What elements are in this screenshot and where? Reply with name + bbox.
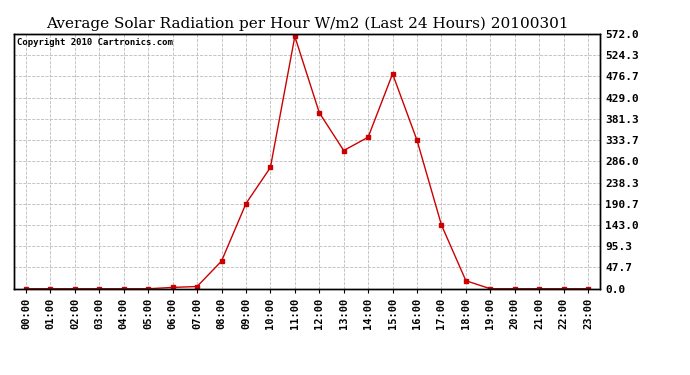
Text: Copyright 2010 Cartronics.com: Copyright 2010 Cartronics.com [17,38,172,46]
Title: Average Solar Radiation per Hour W/m2 (Last 24 Hours) 20100301: Average Solar Radiation per Hour W/m2 (L… [46,17,569,31]
